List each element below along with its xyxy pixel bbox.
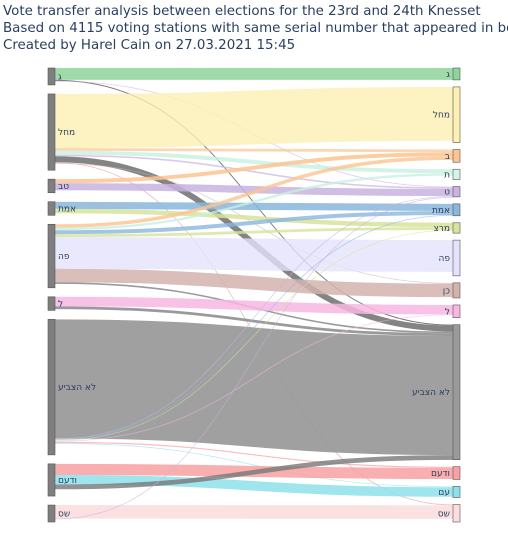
node-label-L-mhl: מחל (58, 128, 75, 138)
node-R-mhl[interactable] (452, 86, 461, 143)
link-L-pe-to-R-emet[interactable] (54, 211, 454, 235)
title-line-3: Created by Harel Cain on 27.03.2021 15:4… (3, 38, 296, 53)
node-L-g[interactable] (47, 67, 56, 86)
node-R-b[interactable] (452, 149, 461, 163)
node-L-mhl[interactable] (47, 93, 56, 171)
link-L-vdam-to-R-noVote[interactable] (54, 455, 454, 490)
node-L-emet[interactable] (47, 201, 56, 216)
link-L-pe-to-R-kn[interactable] (54, 268, 454, 298)
node-label-R-l: ל (445, 307, 450, 317)
node-label-R-g: ג (446, 70, 450, 80)
node-label-L-vdam: ודעם (58, 476, 77, 486)
chart-title: Vote transfer analysis between elections… (3, 3, 508, 54)
link-L-pe-to-R-t[interactable] (54, 173, 454, 231)
node-label-R-noVote: לא הצביע (412, 388, 450, 398)
node-L-tb[interactable] (47, 178, 56, 194)
labels-layer: ג מחל טב אמת פה ל לא הצביע ודעם שס ג מחל בתט אמת מרצ פ… (58, 70, 450, 520)
node-R-t[interactable] (452, 168, 461, 180)
link-L-noVote-to-R-vdam[interactable] (54, 441, 454, 468)
node-label-L-emet: אמת (58, 204, 76, 214)
link-L-mhl-to-R-mhl[interactable] (54, 86, 454, 148)
node-R-l[interactable] (452, 304, 461, 318)
node-L-pe[interactable] (47, 223, 56, 289)
node-label-R-kn: כן (443, 286, 450, 296)
link-L-emet-to-R-meretz[interactable] (54, 208, 454, 228)
node-R-pe[interactable] (452, 239, 461, 277)
node-label-R-vdam: ודעם (431, 469, 450, 479)
link-L-mhl-to-R-b[interactable] (54, 147, 454, 153)
link-L-noVote-to-R-l[interactable] (54, 314, 454, 442)
link-L-pe-to-R-b[interactable] (54, 156, 454, 228)
node-R-emet[interactable] (452, 203, 461, 217)
link-L-noVote-to-R-am[interactable] (54, 442, 454, 488)
link-L-noVote-to-R-noVote[interactable] (54, 319, 454, 456)
link-L-l-to-R-l[interactable] (54, 296, 454, 315)
link-L-l-to-R-noVote[interactable] (54, 306, 454, 336)
links-layer (54, 67, 454, 520)
link-L-mhl-to-R-tt[interactable] (54, 154, 454, 189)
node-R-noVote[interactable] (452, 324, 461, 460)
node-label-R-tt: ט (444, 188, 450, 198)
node-R-kn[interactable] (452, 282, 461, 299)
node-label-R-b: ב (445, 152, 450, 162)
node-label-R-am: עם (438, 488, 450, 498)
node-label-L-tb: טב (58, 182, 69, 192)
node-R-tt[interactable] (452, 186, 461, 198)
nodes-layer (47, 67, 461, 523)
node-label-R-shas: שס (438, 509, 450, 519)
link-L-noVote-to-R-tt[interactable] (54, 196, 454, 440)
node-R-shas[interactable] (452, 504, 461, 523)
title-line-2: Based on 4115 voting stations with same … (3, 21, 508, 36)
node-label-R-meretz: מרצ (433, 224, 450, 234)
node-L-shas[interactable] (47, 504, 56, 523)
node-label-L-shas: שס (58, 510, 70, 520)
node-label-L-pe: פה (58, 252, 70, 262)
node-L-noVote[interactable] (47, 319, 56, 456)
node-R-vdam[interactable] (452, 466, 461, 480)
link-L-noVote-to-R-meretz[interactable] (54, 229, 454, 441)
node-label-R-mhl: מחל (433, 111, 450, 121)
link-L-pe-to-R-meretz[interactable] (54, 227, 454, 237)
node-label-R-t: ת (444, 170, 450, 180)
link-L-emet-to-R-emet[interactable] (54, 201, 454, 212)
node-label-R-pe: פה (438, 254, 450, 264)
node-L-l[interactable] (47, 296, 56, 311)
link-L-pe-to-R-pe[interactable] (54, 236, 454, 272)
link-L-noVote-to-R-emet[interactable] (54, 214, 454, 441)
link-L-tb-to-R-b[interactable] (54, 152, 454, 184)
node-L-vdam[interactable] (47, 463, 56, 497)
node-label-L-noVote: לא הצביע (58, 383, 96, 393)
node-label-L-l: ל (58, 300, 63, 310)
link-L-shas-to-R-tt[interactable] (54, 196, 454, 520)
node-label-R-emet: אמת (432, 206, 450, 216)
link-L-tb-to-R-tt[interactable] (54, 183, 454, 197)
link-L-mhl-to-R-t[interactable] (54, 150, 454, 174)
node-label-L-g: ג (58, 72, 62, 82)
node-R-meretz[interactable] (452, 222, 461, 234)
node-R-g[interactable] (452, 67, 461, 81)
title-line-1: Vote transfer analysis between elections… (3, 4, 481, 19)
link-L-vdam-to-R-am[interactable] (54, 474, 454, 497)
node-R-am[interactable] (452, 486, 461, 498)
